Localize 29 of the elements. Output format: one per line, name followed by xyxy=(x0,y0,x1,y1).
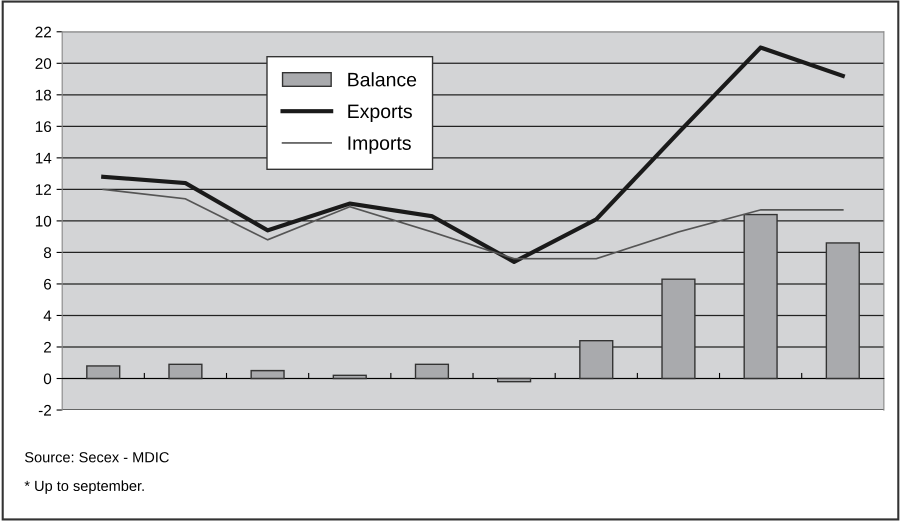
legend-label: Exports xyxy=(348,104,412,122)
bar xyxy=(496,378,532,382)
source-note: Source: Secex - MDIC xyxy=(24,452,169,462)
text: * Up to september. xyxy=(24,480,144,494)
line-series xyxy=(102,188,844,260)
y-tick-label: 10 xyxy=(36,216,52,227)
y-tick-label: 2 xyxy=(44,342,51,353)
y-tick-label: 16 xyxy=(36,121,52,132)
bar xyxy=(661,278,696,380)
y-tick-label: 14 xyxy=(36,152,52,164)
bar xyxy=(168,364,203,380)
bar xyxy=(332,374,367,380)
bar xyxy=(743,214,778,380)
bar xyxy=(414,364,450,380)
bar xyxy=(826,242,860,380)
y-tick-label: 12 xyxy=(36,184,51,195)
y-tick-label: 0 xyxy=(44,373,52,384)
y-tick-label: 8 xyxy=(44,247,52,258)
legend-label: Imports xyxy=(348,136,411,154)
y-tick-label: -2 xyxy=(38,404,51,416)
y-tick-label: 4 xyxy=(44,310,52,321)
bar xyxy=(86,365,120,380)
y-tick-label: 18 xyxy=(36,90,52,101)
bar xyxy=(250,370,285,380)
y-tick-label: 20 xyxy=(36,58,52,69)
legend-label: Balance xyxy=(348,72,416,86)
y-tick-label: 22 xyxy=(36,26,51,38)
y-tick-label: 6 xyxy=(44,278,52,290)
bar xyxy=(579,340,614,380)
